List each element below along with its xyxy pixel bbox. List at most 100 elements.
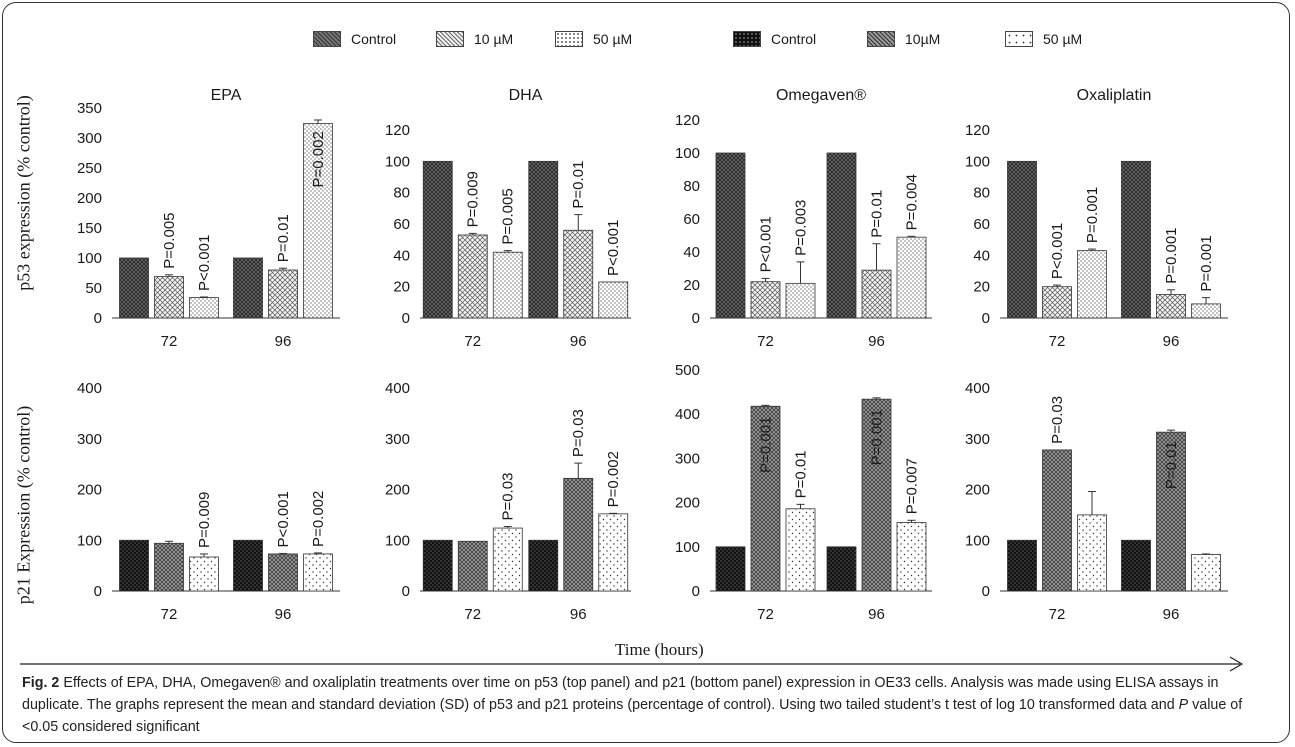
y-tick-label: 0: [982, 583, 990, 600]
p-value-label: P=0.03: [1049, 396, 1066, 444]
y-tick-label: 0: [982, 310, 990, 327]
y-tick-label: 350: [77, 100, 102, 117]
x-tick-label: 72: [757, 606, 774, 623]
y-tick-label: 300: [675, 450, 700, 467]
legend-item: 50 µM: [555, 30, 632, 48]
legend-label: 10µM: [905, 31, 941, 47]
bar: [119, 539, 149, 592]
p-value-label: P=0.001: [869, 409, 886, 465]
y-tick-label: 100: [77, 532, 102, 549]
panel-title: Oxaliplatin: [1077, 87, 1152, 104]
y-tick-label: 300: [77, 431, 102, 448]
y-tick-label: 400: [965, 380, 990, 397]
p-value-label: P=0.001: [1163, 227, 1180, 283]
y-tick-label: 60: [973, 216, 990, 233]
y-tick-label: 40: [683, 244, 700, 261]
p-value-label: P=0.002: [605, 451, 622, 507]
y-tick-label: 100: [77, 250, 102, 267]
bar: [1077, 514, 1107, 592]
y-tick-label: 0: [94, 310, 102, 327]
bar: [422, 539, 453, 592]
panel-title: Omegaven®: [776, 87, 866, 104]
p-value-label: P=0.009: [196, 492, 213, 548]
p-value-label: P=0.005: [500, 188, 517, 244]
y-tick-label: 120: [675, 112, 700, 129]
legend-swatch: [313, 31, 341, 47]
legend-swatch: [555, 31, 583, 47]
bar: [492, 527, 523, 592]
bar: [826, 546, 857, 592]
y-tick-label: 100: [675, 539, 700, 556]
legend-swatch: [867, 31, 895, 47]
bar: [119, 257, 149, 319]
bar: [1156, 431, 1186, 592]
p-value-label: P=0.002: [310, 491, 327, 547]
y-tick-label: 20: [973, 279, 990, 296]
panel-title: DHA: [509, 87, 543, 104]
p-value-label: P=0.004: [904, 174, 921, 230]
y-tick-label: 40: [973, 247, 990, 264]
chart-panel: 0 50 100 150 200 250 300 350 EPA P=0.005 P<0.001 72…: [77, 87, 340, 350]
bar: [457, 540, 488, 592]
p-value-label: P<0.001: [275, 491, 292, 547]
bar: [598, 281, 629, 319]
bar: [896, 522, 927, 592]
y-tick-label: 60: [393, 216, 410, 233]
p-value-label: P=0.001: [1084, 187, 1101, 243]
legend-swatch: [436, 31, 464, 47]
p-value-label: P=0.01: [869, 190, 886, 238]
y-tick-label: 0: [402, 583, 410, 600]
x-tick-label: 96: [868, 333, 885, 350]
y-tick-label: 0: [402, 310, 410, 327]
p-value-label: P=0.03: [500, 473, 517, 521]
x-tick-label: 96: [1163, 333, 1180, 350]
y-tick-label: 200: [675, 495, 700, 512]
x-tick-label: 72: [464, 606, 481, 623]
y-tick-label: 100: [965, 153, 990, 170]
p-value-label: P<0.001: [196, 235, 213, 291]
p-value-label: P<0.001: [758, 216, 775, 272]
p-value-label: P=0.007: [904, 458, 921, 514]
chart-panel: 0 100 200 300 400 P=0.03 72 P=0.03 P=0.002 96: [385, 380, 631, 623]
y-tick-label: 150: [77, 220, 102, 237]
bar: [528, 539, 559, 592]
y-tick-label: 60: [683, 211, 700, 228]
legend-item: Control: [733, 30, 816, 48]
bar: [233, 257, 263, 319]
bar: [1007, 160, 1037, 319]
y-tick-label: 200: [77, 190, 102, 207]
p-value-label: P=0.005: [161, 212, 178, 268]
legend-label: 50 µM: [593, 31, 633, 47]
bar: [422, 160, 453, 319]
y-tick-label: 300: [77, 130, 102, 147]
p-value-label: P=0.01: [570, 161, 587, 209]
y-tick-label: 80: [683, 178, 700, 195]
bar: [861, 398, 892, 592]
x-tick-label: 72: [464, 333, 481, 350]
y-tick-label: 100: [385, 153, 410, 170]
y-tick-label: 300: [385, 431, 410, 448]
y-tick-label: 300: [965, 431, 990, 448]
chart-panel: 0 100 200 300 400 P=0.009 72 P<0.001 P=0.002 96: [77, 380, 340, 623]
x-tick-label: 96: [570, 333, 587, 350]
bar: [1042, 449, 1072, 592]
legend-item: 10 µM: [436, 30, 513, 48]
x-tick-label: 96: [868, 606, 885, 623]
legend-swatch: [1005, 31, 1033, 47]
x-tick-label: 72: [1049, 606, 1066, 623]
bar: [1077, 250, 1107, 319]
chart-panel: 0 20 40 60 80 100 120 DHA P=0.009 P=0.005 72 P=0.01…: [385, 87, 631, 350]
legend-item: 50 µM: [1005, 30, 1082, 48]
y-tick-label: 20: [393, 279, 410, 296]
p-value-label: P<0.001: [1049, 223, 1066, 279]
y-tick-label: 100: [385, 532, 410, 549]
bar: [1042, 286, 1072, 319]
x-tick-label: 72: [161, 333, 178, 350]
chart-panel: 0 100 200 300 400 P=0.03 72 P=0.01 96: [965, 380, 1228, 623]
y-tick-label: 500: [675, 362, 700, 379]
bar: [563, 229, 594, 319]
x-tick-label: 72: [161, 606, 178, 623]
p-value-label: P=0.03: [570, 409, 587, 457]
